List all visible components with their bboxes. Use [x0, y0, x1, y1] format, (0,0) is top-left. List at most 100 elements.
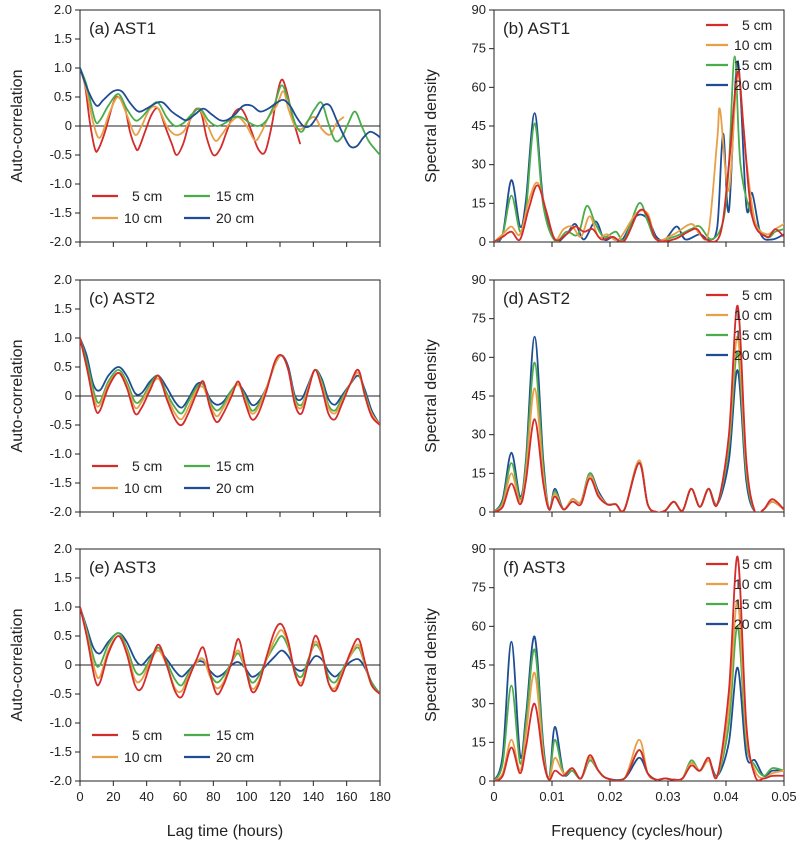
legend-label: 10 cm — [124, 749, 162, 765]
series-group — [80, 67, 380, 157]
y-tick-label: 30 — [472, 427, 486, 442]
y-axis-label: Spectral density — [423, 608, 440, 722]
y-tick-label: -1.0 — [50, 715, 72, 730]
panel-title: (b) AST1 — [503, 19, 570, 38]
legend-label: 10 cm — [734, 307, 772, 323]
y-tick-label: 45 — [472, 388, 486, 403]
series-line-5cm — [494, 304, 784, 512]
legend-label: 5 cm — [742, 287, 772, 303]
series-group — [80, 337, 380, 427]
y-tick-label: 90 — [472, 541, 486, 556]
panel-d: 0 15 30 45 60 75 90 Spectral density (d) AST2 5 c… — [423, 272, 785, 519]
y-axis-label: Auto-correlation — [9, 70, 26, 183]
series-line-20cm — [80, 67, 380, 149]
panel-f: 0 15 30 45 60 75 90 0 0.01 0.02 0.03 0.04 0.05 Spectr… — [423, 541, 797, 804]
series-line-10cm — [494, 599, 784, 781]
y-tick-label: 90 — [472, 2, 486, 17]
x-axis-label-left: Lag time (hours) — [167, 823, 284, 840]
y-tick-label: 1.5 — [54, 301, 72, 316]
y-tick-label: 1.5 — [54, 570, 72, 585]
x-tick-label: 0.01 — [539, 789, 564, 804]
y-tick-label: -1.5 — [50, 205, 72, 220]
y-tick-label: 2.0 — [54, 541, 72, 556]
y-tick-label: 0 — [479, 504, 486, 519]
legend-label: 20 cm — [216, 210, 254, 226]
y-axis-label: Spectral density — [423, 69, 440, 183]
legend-label: 10 cm — [124, 480, 162, 496]
legend-label: 15 cm — [216, 458, 254, 474]
series-group — [494, 555, 784, 781]
x-tick-label: 100 — [236, 789, 258, 804]
y-tick-label: 75 — [472, 311, 486, 326]
x-tick-label: 0 — [490, 789, 497, 804]
series-line-5cm — [494, 70, 784, 242]
y-tick-label: 0 — [479, 773, 486, 788]
y-tick-label: 30 — [472, 157, 486, 172]
y-tick-label: 45 — [472, 118, 486, 133]
y-tick-label: 60 — [472, 79, 486, 94]
series-line-5cm — [80, 67, 301, 157]
panel-c: -2.0 -1.5 -1.0 -0.5 0 0.5 1.0 1.5 2.0 Auto-correl… — [9, 272, 381, 519]
y-tick-label: 1.5 — [54, 31, 72, 46]
x-tick-label: 140 — [302, 789, 324, 804]
series-group — [494, 304, 784, 512]
y-tick-label: 1.0 — [54, 330, 72, 345]
legend-label: 5 cm — [132, 188, 162, 204]
y-tick-label: -0.5 — [50, 417, 72, 432]
legend-label: 5 cm — [742, 556, 772, 572]
legend-label: 15 cm — [734, 57, 772, 73]
series-line-20cm — [494, 635, 784, 781]
legend-label: 15 cm — [216, 727, 254, 743]
series-group — [494, 55, 784, 242]
x-tick-label: 0.02 — [597, 789, 622, 804]
y-tick-label: 60 — [472, 618, 486, 633]
y-tick-label: -2.0 — [50, 773, 72, 788]
y-tick-label: 90 — [472, 272, 486, 287]
y-tick-label: -1.0 — [50, 446, 72, 461]
panel-title: (e) AST3 — [89, 558, 156, 577]
x-tick-label: 0 — [76, 789, 83, 804]
y-tick-label: 0 — [65, 657, 72, 672]
panel-title: (c) AST2 — [89, 289, 155, 308]
x-tick-label: 120 — [269, 789, 291, 804]
series-line-15cm — [80, 67, 380, 156]
legend-label: 5 cm — [132, 458, 162, 474]
legend-label: 20 cm — [216, 749, 254, 765]
panel-a: -2.0 -1.5 -1.0 -0.5 0 0.5 1.0 1.5 2.0 Auto-correl… — [9, 2, 381, 249]
y-tick-label: 0.5 — [54, 359, 72, 374]
legend-label: 15 cm — [216, 188, 254, 204]
y-tick-label: 2.0 — [54, 272, 72, 287]
y-tick-label: 75 — [472, 41, 486, 56]
y-tick-label: 60 — [472, 349, 486, 364]
y-tick-label: 0 — [65, 118, 72, 133]
panel-title: (d) AST2 — [503, 289, 570, 308]
panel-title: (a) AST1 — [89, 19, 156, 38]
series-group — [80, 606, 380, 699]
y-tick-label: -1.5 — [50, 744, 72, 759]
y-tick-label: 15 — [472, 195, 486, 210]
legend-label: 20 cm — [734, 616, 772, 632]
y-tick-label: 0.5 — [54, 89, 72, 104]
x-axis-label-right: Frequency (cycles/hour) — [551, 823, 723, 840]
y-tick-label: 0 — [479, 234, 486, 249]
legend-label: 20 cm — [734, 77, 772, 93]
y-axis-label: Spectral density — [423, 339, 440, 453]
series-line-10cm — [494, 335, 784, 512]
y-tick-label: 30 — [472, 696, 486, 711]
x-tick-label: 80 — [206, 789, 220, 804]
legend-label: 20 cm — [216, 480, 254, 496]
y-tick-label: 15 — [472, 734, 486, 749]
y-tick-label: 1.0 — [54, 599, 72, 614]
series-line-20cm — [494, 60, 784, 242]
legend-label: 5 cm — [132, 727, 162, 743]
y-tick-label: 15 — [472, 465, 486, 480]
legend-label: 5 cm — [742, 17, 772, 33]
series-line-15cm — [494, 55, 784, 242]
y-tick-label: -2.0 — [50, 234, 72, 249]
y-tick-label: 75 — [472, 580, 486, 595]
y-tick-label: 45 — [472, 657, 486, 672]
x-tick-label: 160 — [336, 789, 358, 804]
legend-label: 10 cm — [124, 210, 162, 226]
x-tick-label: 40 — [139, 789, 153, 804]
